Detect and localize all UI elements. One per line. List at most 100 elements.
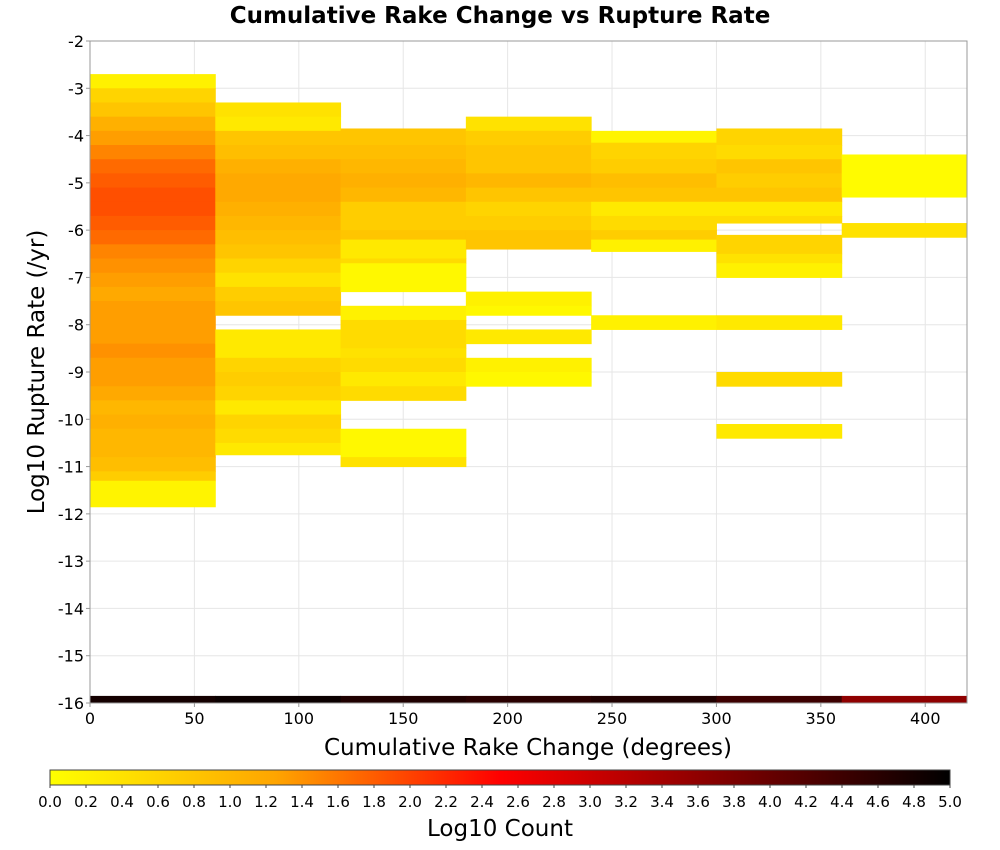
colorbar-tick-label: 3.4 — [650, 793, 674, 811]
y-tick-label: -3 — [68, 79, 84, 98]
heatmap-cell — [215, 145, 342, 160]
heatmap-cell — [90, 244, 216, 260]
heatmap-cell — [90, 201, 216, 217]
y-tick-label: -5 — [68, 174, 84, 193]
x-tick-label: 250 — [597, 709, 628, 728]
colorbar — [49, 769, 951, 786]
heatmap-cell — [591, 230, 717, 241]
heatmap-cell — [90, 357, 216, 373]
heatmap-cell — [591, 142, 717, 160]
x-tick-label: 300 — [701, 709, 732, 728]
heatmap-cell — [465, 201, 592, 217]
heatmap-cell — [716, 173, 843, 189]
colorbar-tick-label: 3.0 — [578, 793, 602, 811]
colorbar-ticks: 0.0 0.2 0.4 0.6 0.8 1.0 1.2 1.4 1.6 1.8 2.0 2.2 2.4 2… — [38, 785, 962, 811]
heatmap-cell — [215, 343, 342, 359]
heatmap-cell — [841, 223, 967, 238]
heatmap-cell — [591, 159, 717, 174]
heatmap-cell — [340, 277, 467, 293]
heatmap-cell-bottom — [215, 695, 342, 703]
x-tick-label: 400 — [910, 709, 941, 728]
heatmap-cell — [465, 145, 592, 174]
colorbar-tick-label: 4.0 — [758, 793, 782, 811]
heatmap-cell — [591, 173, 717, 189]
heatmap-cell — [90, 315, 216, 330]
heatmap-cell-bottom — [841, 695, 967, 703]
y-tick-label: -12 — [58, 505, 84, 524]
heatmap-cell — [90, 372, 216, 387]
heatmap-cell — [465, 305, 592, 316]
heatmap-cell — [90, 457, 216, 472]
heatmap-cell — [716, 372, 843, 387]
x-tick-label: 100 — [284, 709, 315, 728]
heatmap-cell — [90, 145, 216, 160]
colorbar-tick-label: 1.2 — [254, 793, 278, 811]
heatmap-cell — [215, 329, 342, 345]
heatmap-cell — [215, 116, 342, 132]
heatmap-cell — [465, 215, 592, 231]
heatmap-cell — [215, 258, 342, 274]
y-tick-label: -6 — [68, 221, 84, 240]
heatmap-cell — [465, 130, 592, 146]
colorbar-tick-label: 0.6 — [146, 793, 170, 811]
heatmap-cell-bottom — [716, 695, 843, 703]
heatmap-cell — [90, 480, 216, 508]
heatmap-cell-bottom — [90, 695, 216, 703]
colorbar-tick-label: 2.2 — [434, 793, 458, 811]
heatmap-cell — [90, 74, 216, 89]
heatmap-cell — [90, 187, 216, 203]
heatmap-cell — [90, 400, 216, 416]
heatmap-cell — [90, 230, 216, 245]
colorbar-tick-label: 1.4 — [290, 793, 314, 811]
colorbar-tick-label: 0.8 — [182, 793, 206, 811]
heatmap-cell — [215, 230, 342, 245]
heatmap-cell — [215, 400, 342, 416]
colorbar-tick-label: 0.2 — [74, 793, 98, 811]
y-axis-label: Log10 Rupture Rate (/yr) — [24, 230, 50, 515]
x-tick-label: 150 — [388, 709, 419, 728]
y-tick-label: -11 — [58, 458, 84, 477]
heatmap-cell — [340, 173, 467, 189]
heatmap-cell — [591, 315, 717, 330]
y-tick-label: -8 — [68, 316, 84, 335]
heatmap-cell — [90, 102, 216, 118]
heatmap-cell — [465, 116, 592, 132]
heatmap-cell — [90, 258, 216, 274]
heatmap-cell — [465, 329, 592, 345]
heatmap-cell — [90, 272, 216, 288]
heatmap-cell — [215, 272, 342, 288]
colorbar-tick-label: 4.2 — [794, 793, 818, 811]
heatmap-cell — [340, 201, 467, 217]
heatmap-cell — [841, 154, 967, 198]
heatmap-cell — [716, 253, 843, 264]
heatmap-cell — [90, 442, 216, 458]
x-tick-label: 200 — [492, 709, 523, 728]
heatmap-cell — [591, 215, 717, 231]
chart-title: Cumulative Rake Change vs Rupture Rate — [230, 3, 771, 29]
colorbar-tick-label: 4.8 — [902, 793, 926, 811]
heatmap-cell — [340, 386, 467, 401]
heatmap-cell — [90, 301, 216, 316]
colorbar-tick-label: 1.8 — [362, 793, 386, 811]
heatmap-cell — [90, 116, 216, 132]
heatmap-cell — [716, 263, 843, 278]
colorbar-tick-label: 0.4 — [110, 793, 134, 811]
heatmap-cell-bottom — [465, 695, 592, 703]
x-tick-label: 350 — [806, 709, 837, 728]
heatmap-cell — [340, 187, 467, 203]
heatmap-cell — [90, 286, 216, 302]
heatmap-cell — [340, 215, 467, 231]
colorbar-tick-label: 3.8 — [722, 793, 746, 811]
heatmap-cell — [340, 305, 467, 321]
heatmap-cell — [90, 88, 216, 103]
heatmap-cell — [90, 159, 216, 174]
heatmap-cell-bottom — [591, 695, 717, 703]
heatmap-cell — [90, 414, 216, 430]
x-axis-label: Cumulative Rake Change (degrees) — [324, 735, 732, 761]
heatmap-cell — [716, 201, 843, 217]
heatmap-cell — [90, 173, 216, 189]
heatmap-cell — [591, 239, 717, 252]
colorbar-tick-label: 4.6 — [866, 793, 890, 811]
heatmap-cell — [90, 215, 216, 231]
